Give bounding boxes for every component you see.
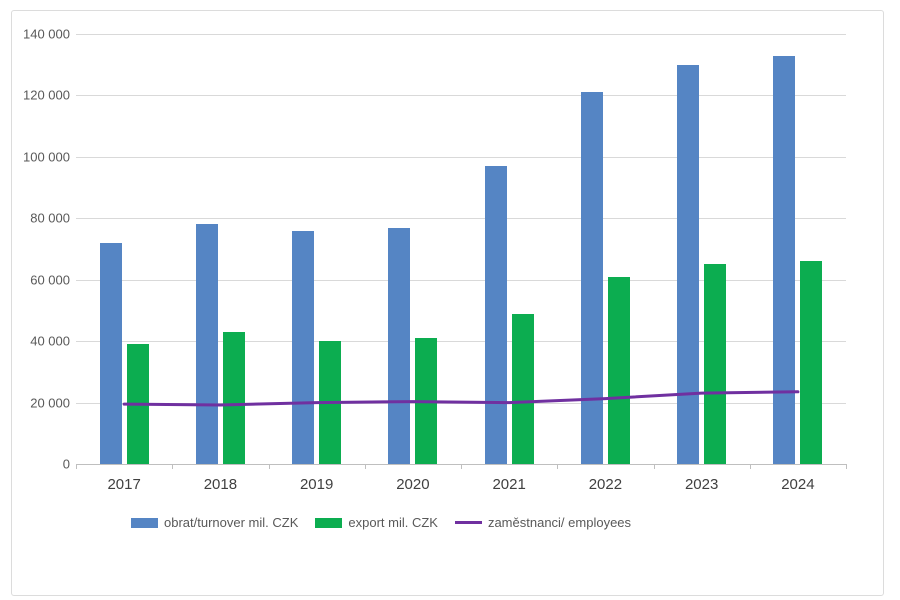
- bar-turnover-2021: [484, 166, 507, 464]
- y-tick-label: 20 000: [30, 395, 70, 411]
- y-tick-label: 140 000: [23, 26, 70, 42]
- bar-export-2023: [704, 264, 727, 464]
- x-label-2020: 2020: [396, 476, 430, 493]
- legend-swatch-export-icon: [315, 517, 343, 528]
- x-label-2023: 2023: [684, 476, 719, 493]
- x-label-2022: 2022: [588, 476, 623, 493]
- bar-turnover-2019: [292, 230, 315, 464]
- x-label-2021: 2021: [492, 476, 526, 493]
- gridline-80000: [76, 218, 846, 220]
- x-axis: 2017 2018 2019 2020 2021 2022 2023 2024: [76, 464, 847, 504]
- legend-label-employees: zaměstnanci/ employees: [487, 515, 632, 530]
- x-tick: [749, 464, 751, 469]
- chart-frame: 0 20 000 40 000 60 000 80 000 100 000 120 000 1…: [11, 10, 884, 596]
- x-tick: [557, 464, 559, 469]
- y-tick-label: 100 000: [23, 149, 70, 165]
- legend-item-employees: zaměstnanci/ employees: [454, 515, 632, 530]
- bar-turnover-2022: [580, 92, 603, 464]
- gridline-140000: [76, 34, 846, 35]
- legend-label-export: export mil. CZK: [348, 515, 438, 530]
- bar-export-2018: [222, 331, 245, 464]
- bar-turnover-2020: [388, 227, 411, 464]
- bar-turnover-2023: [677, 64, 700, 464]
- x-label-2018: 2018: [203, 476, 238, 493]
- bar-export-2021: [511, 313, 534, 464]
- y-tick-label: 0: [62, 456, 70, 472]
- legend: obrat/turnover mil. CZK export mil. CZK za…: [131, 515, 631, 530]
- y-axis: 0 20 000 40 000 60 000 80 000 100 000 120 000 1…: [12, 27, 70, 472]
- x-tick: [268, 464, 270, 469]
- legend-item-export: export mil. CZK: [315, 515, 438, 530]
- x-tick: [461, 464, 462, 469]
- legend-swatch-employees-line-icon: [454, 521, 482, 524]
- bar-turnover-2024: [773, 55, 796, 464]
- line-employees: [122, 390, 800, 407]
- y-tick-label: 80 000: [30, 210, 70, 226]
- x-tick: [364, 464, 366, 469]
- gridline-120000: [76, 95, 846, 97]
- legend-swatch-turnover-icon: [131, 517, 158, 528]
- legend-item-turnover: obrat/turnover mil. CZK: [131, 515, 298, 530]
- gridline-60000: [76, 279, 846, 281]
- x-tick: [846, 464, 847, 469]
- y-tick-label: 40 000: [30, 333, 70, 349]
- plot-area: [76, 34, 846, 465]
- x-label-2019: 2019: [299, 476, 334, 493]
- bar-turnover-2017: [99, 242, 122, 464]
- bar-export-2022: [607, 276, 630, 464]
- gridline-100000: [76, 156, 846, 158]
- legend-label-turnover: obrat/turnover mil. CZK: [164, 515, 299, 530]
- y-tick-label: 120 000: [23, 87, 70, 103]
- bar-export-2024: [800, 261, 823, 464]
- x-tick: [653, 464, 655, 469]
- y-tick-label: 60 000: [30, 272, 70, 288]
- x-label-2024: 2024: [781, 476, 815, 493]
- gridline-40000: [76, 341, 846, 343]
- x-tick: [76, 464, 77, 469]
- x-tick: [172, 464, 174, 469]
- x-label-2017: 2017: [107, 476, 141, 493]
